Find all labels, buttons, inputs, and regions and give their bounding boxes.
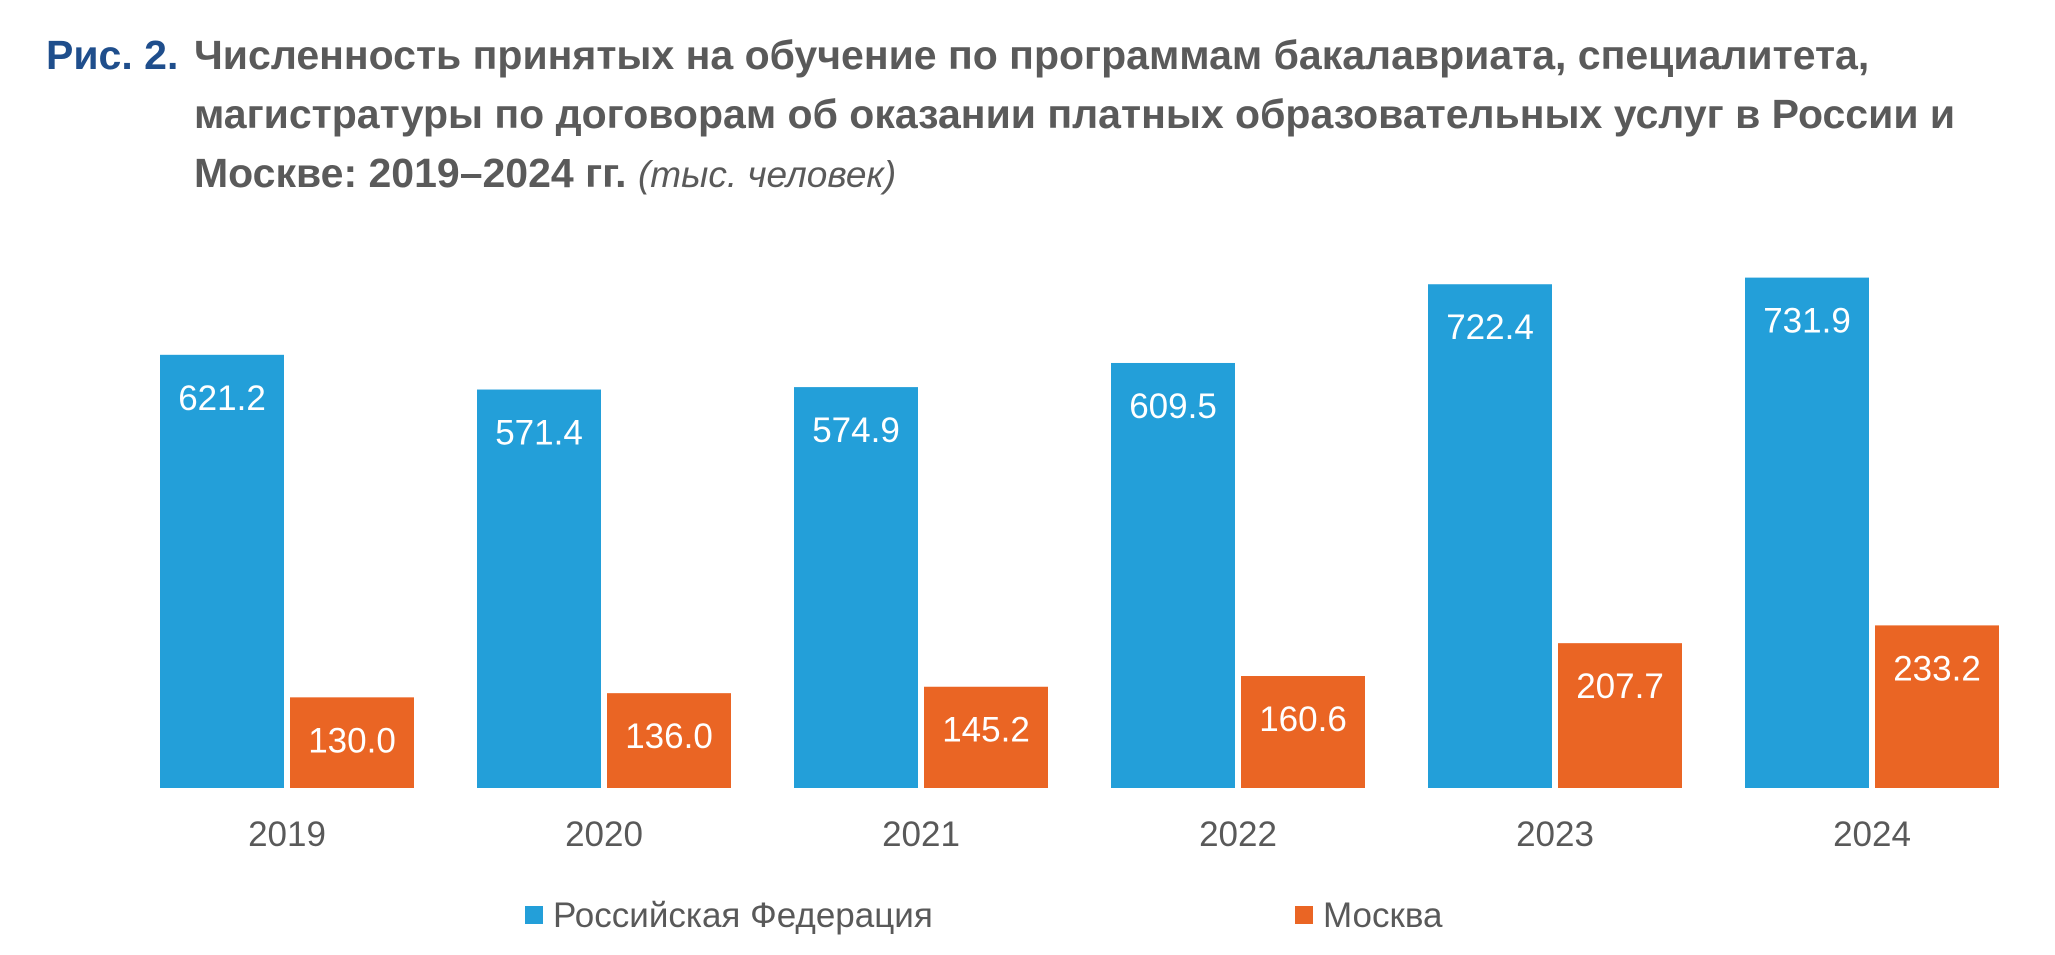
figure-title: Численность принятых на обучение по прог…: [194, 26, 2006, 204]
figure-title-block: Рис. 2. Численность принятых на обучение…: [46, 26, 2006, 204]
bar-russia-2019: [160, 354, 284, 788]
bar-russia-2022: [1111, 362, 1235, 788]
bar-moscow-2022: [1241, 676, 1365, 788]
bar-moscow-2021: [924, 686, 1048, 788]
bar-moscow-2019: [290, 697, 414, 788]
bar-labels-layer: 621.2 130.0 571.4 136.0 574.9 145.2 609.5 160.6…: [178, 302, 1981, 761]
figure-unit: (тыс. человек): [637, 154, 897, 195]
legend-label-moscow: Москва: [1323, 896, 1443, 935]
data-label-moscow-2019: 130.0: [308, 721, 396, 760]
category-label-2022: 2022: [1199, 815, 1277, 854]
data-label-russia-2021: 574.9: [812, 411, 900, 450]
category-label-2024: 2024: [1833, 815, 1911, 854]
data-label-moscow-2022: 160.6: [1259, 700, 1347, 739]
category-labels-layer: 2019 2020 2021 2022 2023 2024: [248, 815, 1911, 854]
legend-swatch-russia: [525, 906, 543, 924]
bar-russia-2021: [794, 387, 918, 788]
data-label-russia-2022: 609.5: [1129, 387, 1217, 426]
legend: Российская Федерация Москва: [525, 896, 1443, 935]
legend-swatch-moscow: [1295, 906, 1313, 924]
legend-label-russia: Российская Федерация: [553, 896, 933, 935]
data-label-moscow-2020: 136.0: [625, 717, 713, 756]
figure-title-text: Численность принятых на обучение по прог…: [194, 32, 1956, 196]
figure-label: Рис. 2.: [46, 32, 179, 78]
data-label-russia-2024: 731.9: [1763, 302, 1851, 341]
data-label-moscow-2021: 145.2: [942, 711, 1030, 750]
data-label-russia-2020: 571.4: [495, 414, 583, 453]
bar-moscow-2024: [1875, 625, 1999, 788]
data-label-moscow-2024: 233.2: [1893, 649, 1981, 688]
data-label-russia-2023: 722.4: [1446, 308, 1534, 347]
category-label-2020: 2020: [565, 815, 643, 854]
category-label-2023: 2023: [1516, 815, 1594, 854]
bar-russia-2024: [1745, 277, 1869, 788]
data-label-russia-2019: 621.2: [178, 379, 266, 418]
bar-russia-2020: [477, 389, 601, 788]
bar-russia-2023: [1428, 284, 1552, 788]
bar-moscow-2020: [607, 693, 731, 788]
bar-moscow-2023: [1558, 643, 1682, 788]
category-label-2019: 2019: [248, 815, 326, 854]
data-label-moscow-2023: 207.7: [1576, 667, 1664, 706]
bars-layer: [160, 277, 1999, 788]
category-label-2021: 2021: [882, 815, 960, 854]
